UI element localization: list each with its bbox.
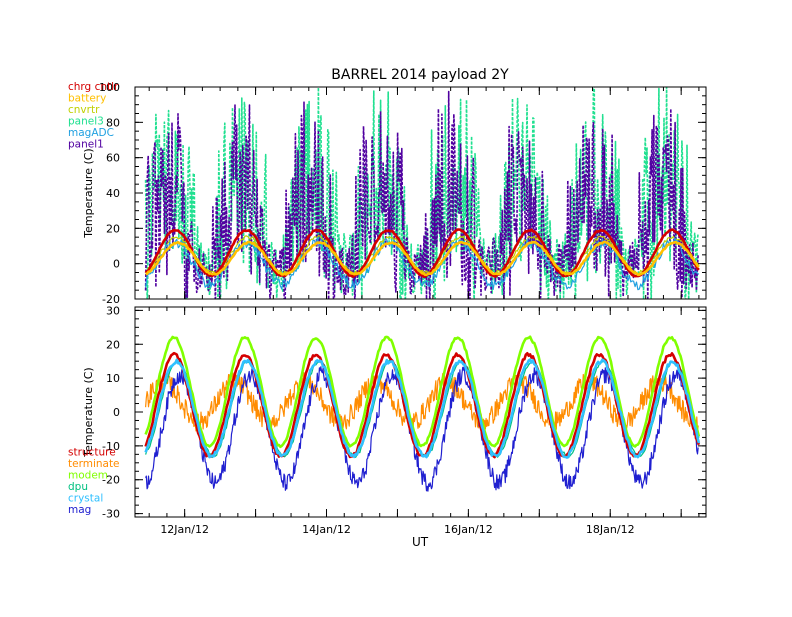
- y-tick-label: -30: [102, 508, 120, 521]
- legend-entry-panel1: panel1: [68, 139, 104, 151]
- x-axis-label: UT: [412, 535, 429, 549]
- series-line-cnvrtr: [145, 234, 700, 275]
- legend-entry-cnvrtr: cnvrtr: [68, 104, 100, 116]
- legend-entry-crystal: crystal: [68, 493, 103, 505]
- legend-entry-modem: modem: [68, 470, 108, 482]
- y-tick-label: 20: [106, 222, 120, 235]
- legend-entry-dpu: dpu: [68, 481, 88, 493]
- top-y-axis-label: Temperature (C): [82, 148, 95, 238]
- legend-entry-structure: structure: [68, 447, 116, 459]
- y-tick-label: 30: [106, 304, 120, 317]
- bottom-y-axis-label: Temperature (C): [82, 367, 95, 457]
- y-tick-label: -20: [102, 474, 120, 487]
- y-tick-label: -10: [102, 440, 120, 453]
- y-tick-label: -20: [102, 293, 120, 306]
- legend-entry-mag: mag: [68, 504, 91, 516]
- y-tick-label: 0: [113, 406, 120, 419]
- series-line-chrg-cntlr: [144, 228, 700, 279]
- y-tick-label: 80: [106, 116, 120, 129]
- x-tick-label: 18Jan/12: [586, 523, 635, 536]
- y-tick-label: 100: [99, 81, 120, 94]
- y-tick-label: 10: [106, 372, 120, 385]
- series-line-structure: [144, 351, 701, 459]
- x-tick-label: 16Jan/12: [444, 523, 493, 536]
- legend-entry-terminate: terminate: [68, 458, 120, 470]
- legend-entry-chrg-cntlr: chrg cntlr: [68, 81, 119, 93]
- series-line-modem: [144, 335, 701, 449]
- legend-entry-battery: battery: [68, 93, 106, 105]
- x-tick-label: 12Jan/12: [160, 523, 209, 536]
- y-tick-label: 60: [106, 152, 120, 165]
- plot-area-1: [144, 335, 701, 492]
- plot-area-0: [144, 87, 700, 299]
- legend-entry-panel3: panel3: [68, 116, 104, 128]
- y-tick-label: 20: [106, 338, 120, 351]
- chart-title: BARREL 2014 payload 2Y: [331, 67, 509, 83]
- series-line-mag: [145, 366, 699, 492]
- y-tick-label: 0: [113, 258, 120, 271]
- x-tick-label: 14Jan/12: [302, 523, 351, 536]
- series-line-crystal: [144, 358, 701, 459]
- y-tick-label: 40: [106, 187, 120, 200]
- legend-entry-magADC: magADC: [68, 127, 114, 139]
- series-line-battery: [145, 240, 700, 277]
